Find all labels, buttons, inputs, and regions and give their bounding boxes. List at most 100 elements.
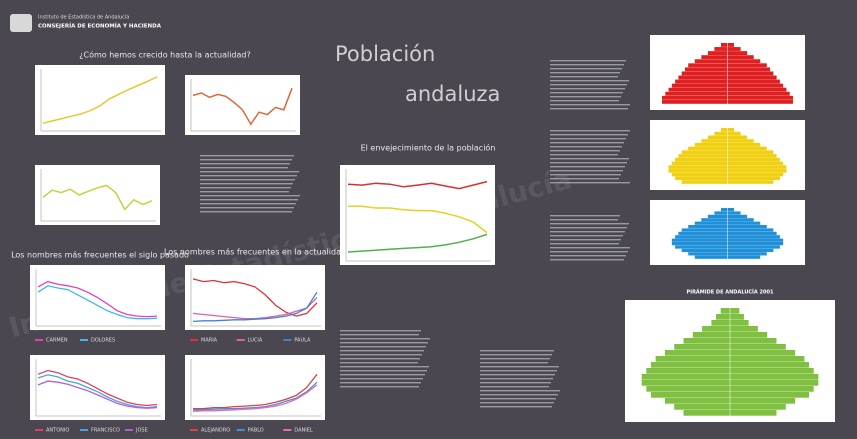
text-line bbox=[200, 179, 295, 180]
text-line bbox=[550, 150, 620, 151]
legend-label: DOLORES bbox=[91, 338, 115, 344]
chart-panel bbox=[185, 75, 300, 135]
text-line bbox=[340, 366, 429, 367]
section-title: El envejecimiento de la población bbox=[361, 143, 496, 153]
text-line bbox=[480, 350, 554, 351]
chart-panel bbox=[35, 65, 165, 135]
text-line bbox=[340, 358, 420, 359]
text-line bbox=[550, 100, 619, 101]
text-line bbox=[480, 394, 558, 395]
legend-label: ANTONIO bbox=[46, 428, 69, 434]
text-line bbox=[340, 378, 423, 379]
text-line bbox=[550, 239, 621, 240]
text-line bbox=[340, 370, 427, 371]
chart-panel bbox=[340, 165, 495, 265]
text-line bbox=[550, 255, 626, 256]
section-title: ¿Cómo hemos crecido hasta la actualidad? bbox=[79, 50, 250, 60]
text-line bbox=[480, 390, 560, 391]
text-line bbox=[550, 76, 618, 77]
text-line bbox=[480, 406, 552, 407]
title-line-1: Población bbox=[335, 42, 435, 66]
title-line-2: andaluza bbox=[405, 82, 500, 106]
text-line bbox=[480, 362, 548, 363]
text-line bbox=[200, 203, 296, 204]
text-line bbox=[550, 259, 624, 260]
text-line bbox=[550, 215, 620, 216]
legend-label: JOSE bbox=[135, 428, 148, 434]
text-line bbox=[480, 398, 556, 399]
section-title: Los nombres más frecuentes en la actuali… bbox=[164, 248, 346, 257]
text-line bbox=[550, 235, 623, 236]
text-line bbox=[480, 382, 551, 383]
text-line bbox=[200, 183, 293, 184]
text-line bbox=[550, 146, 622, 147]
text-line bbox=[550, 138, 626, 139]
department-name: CONSEJERÍA DE ECONOMÍA Y HACIENDA bbox=[38, 22, 162, 30]
legend-label: PABLO bbox=[248, 428, 264, 434]
text-line bbox=[550, 134, 628, 135]
text-line bbox=[550, 80, 629, 81]
text-line bbox=[340, 382, 421, 383]
text-line bbox=[550, 170, 623, 171]
text-line bbox=[550, 166, 625, 167]
text-line bbox=[480, 402, 554, 403]
text-line bbox=[340, 346, 426, 347]
legend-label: PAULA bbox=[294, 338, 311, 344]
legend-label: FRANCISCO bbox=[91, 428, 120, 434]
text-line bbox=[550, 154, 618, 155]
text-line bbox=[200, 175, 297, 176]
text-line bbox=[550, 243, 619, 244]
text-line bbox=[550, 88, 625, 89]
text-line bbox=[550, 231, 625, 232]
text-line bbox=[340, 342, 428, 343]
chart-panel bbox=[30, 355, 165, 420]
text-line bbox=[550, 142, 624, 143]
text-line bbox=[340, 362, 418, 363]
text-line bbox=[550, 64, 624, 65]
text-line bbox=[550, 72, 620, 73]
legend-label: MARIA bbox=[201, 338, 218, 344]
text-line bbox=[340, 330, 421, 331]
text-line bbox=[480, 366, 559, 367]
text-line bbox=[550, 162, 627, 163]
text-line bbox=[550, 108, 628, 109]
text-line bbox=[550, 251, 628, 252]
text-line bbox=[550, 60, 626, 61]
text-line bbox=[550, 227, 627, 228]
text-line bbox=[480, 386, 549, 387]
text-line bbox=[550, 247, 630, 248]
text-line bbox=[550, 92, 623, 93]
text-line bbox=[550, 96, 621, 97]
text-line bbox=[550, 182, 630, 183]
text-line bbox=[480, 370, 557, 371]
institute-name: Instituto de Estadística de Andalucía bbox=[38, 14, 129, 21]
legend-label: ALEJANDRO bbox=[201, 428, 230, 434]
chart-panel bbox=[35, 165, 160, 225]
text-line bbox=[340, 386, 419, 387]
text-line bbox=[200, 187, 291, 188]
text-line bbox=[550, 84, 627, 85]
text-line bbox=[340, 374, 425, 375]
text-line bbox=[200, 163, 290, 164]
text-line bbox=[550, 219, 618, 220]
text-line bbox=[550, 178, 619, 179]
text-line bbox=[480, 378, 553, 379]
text-line bbox=[550, 174, 621, 175]
text-line bbox=[200, 211, 292, 212]
text-line bbox=[200, 207, 294, 208]
text-line bbox=[200, 159, 292, 160]
text-line bbox=[340, 334, 419, 335]
text-line bbox=[550, 68, 622, 69]
text-line bbox=[480, 374, 555, 375]
text-line bbox=[480, 354, 552, 355]
text-line bbox=[340, 354, 422, 355]
text-line bbox=[340, 338, 430, 339]
text-line bbox=[200, 199, 298, 200]
legend-label: DANIEL bbox=[294, 428, 313, 434]
section-title: Los nombres más frecuentes el siglo pasa… bbox=[11, 251, 189, 260]
text-line bbox=[200, 155, 294, 156]
text-line bbox=[550, 104, 630, 105]
legend-label: CARMEN bbox=[46, 338, 68, 344]
text-line bbox=[550, 223, 629, 224]
legend-label: LUCIA bbox=[248, 338, 263, 344]
